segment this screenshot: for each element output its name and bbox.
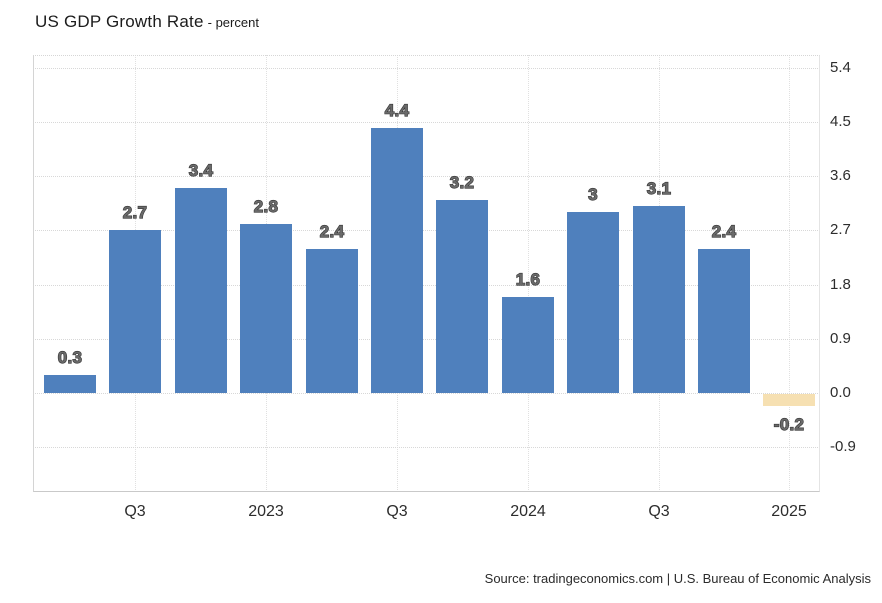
bar-value-label: 1.6: [515, 269, 541, 289]
chart-title: US GDP Growth Rate: [35, 12, 204, 31]
gridline-horizontal: [33, 285, 820, 286]
gridline-horizontal: [33, 68, 820, 69]
bar[interactable]: [175, 188, 227, 393]
y-axis-tick-label: 4.5: [830, 113, 851, 130]
chart-header: US GDP Growth Rate - percent: [35, 12, 259, 32]
bar-value-label: 2.8: [253, 196, 279, 216]
x-axis-tick-label: 2025: [771, 503, 807, 520]
y-axis-tick-label: 0.9: [830, 330, 851, 347]
bar[interactable]: [502, 297, 554, 393]
bar[interactable]: [306, 249, 358, 393]
y-axis-tick-label: 3.6: [830, 167, 851, 184]
bar-value-label: -0.2: [773, 414, 805, 434]
bar[interactable]: [44, 375, 96, 393]
x-axis-tick-label: Q3: [648, 503, 670, 520]
bar-value-label: 3.1: [646, 178, 672, 198]
gridline-horizontal: [33, 393, 820, 394]
y-axis-tick-label: 1.8: [830, 276, 851, 293]
gridline-vertical: [528, 55, 529, 492]
source-attribution: Source: tradingeconomics.com | U.S. Bure…: [484, 571, 871, 586]
chart-subtitle: - percent: [207, 15, 259, 30]
bar[interactable]: [109, 230, 161, 393]
gridline-horizontal: [33, 230, 820, 231]
x-axis-tick-label: Q3: [124, 503, 146, 520]
bar[interactable]: [436, 200, 488, 393]
x-axis-tick-label: 2023: [248, 503, 284, 520]
gridline-horizontal: [33, 447, 820, 448]
bar[interactable]: [371, 128, 423, 393]
bar-value-label: 2.4: [711, 221, 737, 241]
y-axis-tick-label: 5.4: [830, 59, 851, 76]
y-axis-tick-label: 2.7: [830, 221, 851, 238]
gridline-horizontal: [33, 176, 820, 177]
bar[interactable]: [763, 394, 815, 406]
bar-value-label: 3.2: [449, 172, 475, 192]
gridline-horizontal: [33, 339, 820, 340]
bar-value-label: 3: [588, 184, 599, 204]
gridline-horizontal: [33, 122, 820, 123]
gridline-vertical: [789, 55, 790, 492]
bar-value-label: 2.7: [122, 202, 148, 222]
bar-value-label: 4.4: [384, 100, 410, 120]
bar-value-label: 0.3: [57, 347, 83, 367]
x-axis-tick-label: Q3: [386, 503, 408, 520]
bar-value-label: 3.4: [188, 160, 214, 180]
bar[interactable]: [567, 212, 619, 393]
x-axis-tick-label: 2024: [510, 503, 546, 520]
y-axis-tick-label: -0.9: [830, 438, 856, 455]
bar[interactable]: [240, 224, 292, 393]
y-axis-tick-label: 0.0: [830, 384, 851, 401]
plot-frame: [33, 55, 820, 492]
bar[interactable]: [633, 206, 685, 393]
bar[interactable]: [698, 249, 750, 393]
bar-value-label: 2.4: [319, 221, 345, 241]
